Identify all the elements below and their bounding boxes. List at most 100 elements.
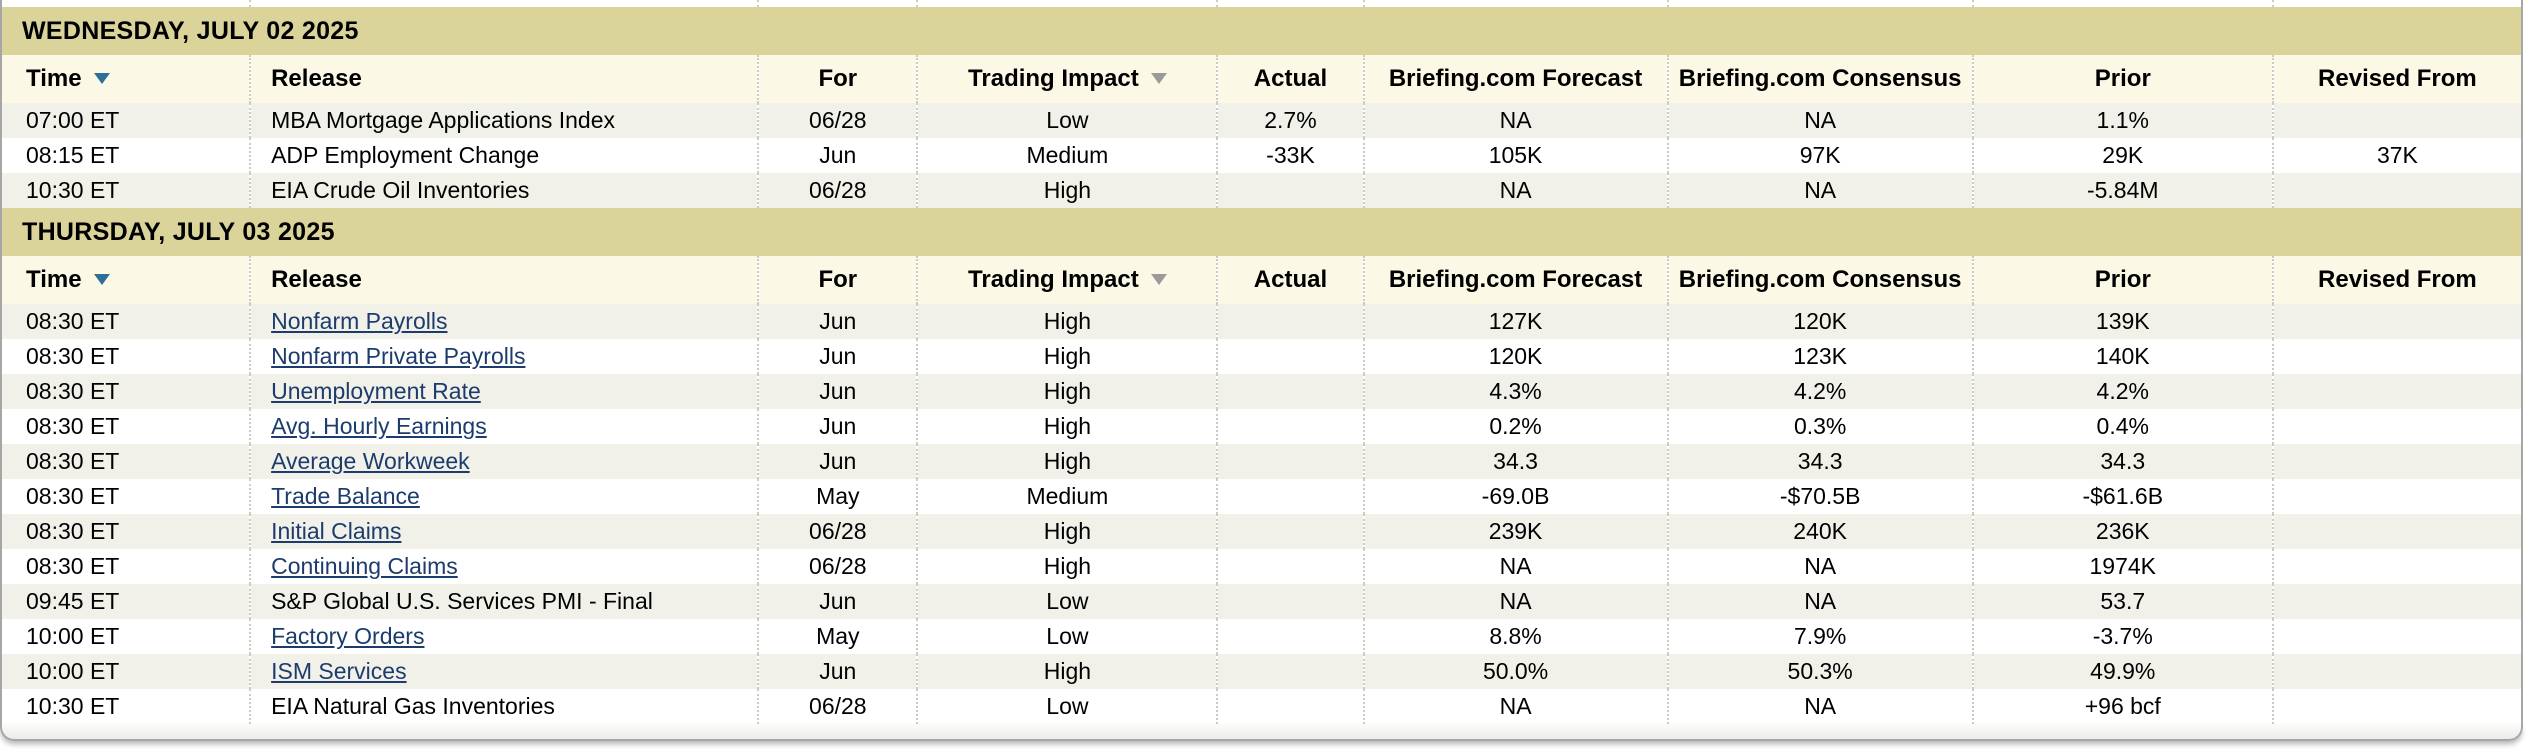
for-cell: 06/28 [757,173,918,208]
col-header-time[interactable]: Time [2,256,251,304]
col-header-time[interactable]: Time [2,55,251,103]
column-header-label: Actual [1253,65,1328,92]
for-cell: May [757,619,918,654]
consensus-cell: 4.2% [1666,374,1973,409]
actual-cell [1216,374,1364,409]
actual-cell [1216,173,1364,208]
actual-cell: -33K [1216,138,1364,173]
prior-cell: 236K [1971,514,2273,549]
prior-cell: 1974K [1971,549,2273,584]
release-cell: Average Workweek [249,444,759,479]
release-text: EIA Crude Oil Inventories [271,177,530,203]
col-header-impact[interactable]: Trading Impact [916,256,1218,304]
release-link[interactable]: Avg. Hourly Earnings [271,413,487,439]
for-cell: 06/28 [757,514,918,549]
forecast-cell: 34.3 [1362,444,1668,479]
impact-cell: Low [916,619,1218,654]
release-link[interactable]: Initial Claims [271,518,402,544]
revised-cell [2271,173,2521,208]
actual-cell [1216,549,1364,584]
release-link[interactable]: Nonfarm Private Payrolls [271,343,526,369]
impact-cell: Low [916,689,1218,724]
consensus-cell: -$70.5B [1666,479,1973,514]
prior-cell: 139K [1971,304,2273,339]
release-cell: Nonfarm Payrolls [249,304,759,339]
actual-cell [1216,619,1364,654]
actual-cell [1216,584,1364,619]
for-cell: May [757,479,918,514]
consensus-cell: 123K [1666,339,1973,374]
release-link[interactable]: Continuing Claims [271,553,458,579]
for-cell: Jun [757,584,918,619]
revised-cell [2271,304,2521,339]
date-header: WEDNESDAY, JULY 02 2025 [2,7,2521,55]
time-cell: 08:30 ET [2,304,251,339]
sort-down-arrow-icon [1150,73,1167,85]
forecast-cell: NA [1362,584,1668,619]
col-header-release: Release [249,256,759,304]
release-link[interactable]: ISM Services [271,658,407,684]
col-header-consensus: Briefing.com Consensus [1666,256,1973,304]
actual-cell [1216,444,1364,479]
column-header-label: Briefing.com Forecast [1388,266,1643,293]
impact-cell: High [916,549,1218,584]
time-cell: 08:30 ET [2,444,251,479]
row-fragment-cell [1216,0,1364,7]
impact-cell: High [916,444,1218,479]
date-band-row: WEDNESDAY, JULY 02 2025 [2,7,2521,55]
for-cell: 06/28 [757,689,918,724]
release-cell: ISM Services [249,654,759,689]
actual-cell [1216,654,1364,689]
release-cell: Unemployment Rate [249,374,759,409]
release-text: MBA Mortgage Applications Index [271,107,616,133]
release-cell: S&P Global U.S. Services PMI - Final [249,584,759,619]
for-cell: Jun [757,654,918,689]
sort-down-arrow-icon [1150,274,1167,286]
release-link[interactable]: Unemployment Rate [271,378,481,404]
prior-cell: 140K [1971,339,2273,374]
economic-calendar-table: WEDNESDAY, JULY 02 2025 Time Release For Tra… [2,0,2521,724]
consensus-cell: 120K [1666,304,1973,339]
forecast-cell: NA [1362,173,1668,208]
column-header-label: Briefing.com Consensus [1678,266,1962,293]
revised-cell [2271,549,2521,584]
consensus-cell: NA [1666,689,1973,724]
column-header-row: Time Release For Trading Impact Actual Briefi… [2,256,2521,304]
table-row: 09:45 ET S&P Global U.S. Services PMI - F… [2,584,2521,619]
table-row: 08:15 ET ADP Employment Change Jun Medium -3… [2,138,2521,173]
forecast-cell: 50.0% [1362,654,1668,689]
actual-cell [1216,409,1364,444]
row-fragment-cell [249,0,759,7]
col-header-for: For [757,55,918,103]
column-header-label: For [818,65,858,92]
time-cell: 08:15 ET [2,138,251,173]
release-link[interactable]: Factory Orders [271,623,425,649]
table-row: 10:00 ET ISM Services Jun High 50.0% 50.3% 49.… [2,654,2521,689]
consensus-cell: 34.3 [1666,444,1973,479]
time-cell: 08:30 ET [2,374,251,409]
consensus-cell: NA [1666,549,1973,584]
col-header-forecast: Briefing.com Forecast [1362,55,1668,103]
col-header-impact[interactable]: Trading Impact [916,55,1218,103]
impact-cell: High [916,409,1218,444]
table-row: 08:30 ET Nonfarm Payrolls Jun High 127K 120K 1… [2,304,2521,339]
card-bottom-edge [0,724,2523,741]
revised-cell [2271,584,2521,619]
table-row: 08:30 ET Trade Balance May Medium -69.0B -$70… [2,479,2521,514]
release-link[interactable]: Nonfarm Payrolls [271,308,448,334]
release-cell: MBA Mortgage Applications Index [249,103,759,138]
impact-cell: Medium [916,479,1218,514]
prior-cell: 29K [1971,138,2273,173]
table-row: 08:30 ET Avg. Hourly Earnings Jun High 0.2% 0… [2,409,2521,444]
release-link[interactable]: Trade Balance [271,483,420,509]
table-row: 08:30 ET Continuing Claims 06/28 High NA NA 19… [2,549,2521,584]
actual-cell [1216,479,1364,514]
forecast-cell: 127K [1362,304,1668,339]
release-link[interactable]: Average Workweek [271,448,470,474]
col-header-actual: Actual [1216,256,1364,304]
forecast-cell: -69.0B [1362,479,1668,514]
forecast-cell: 4.3% [1362,374,1668,409]
row-fragment [2,0,2521,7]
forecast-cell: 8.8% [1362,619,1668,654]
time-cell: 08:30 ET [2,339,251,374]
